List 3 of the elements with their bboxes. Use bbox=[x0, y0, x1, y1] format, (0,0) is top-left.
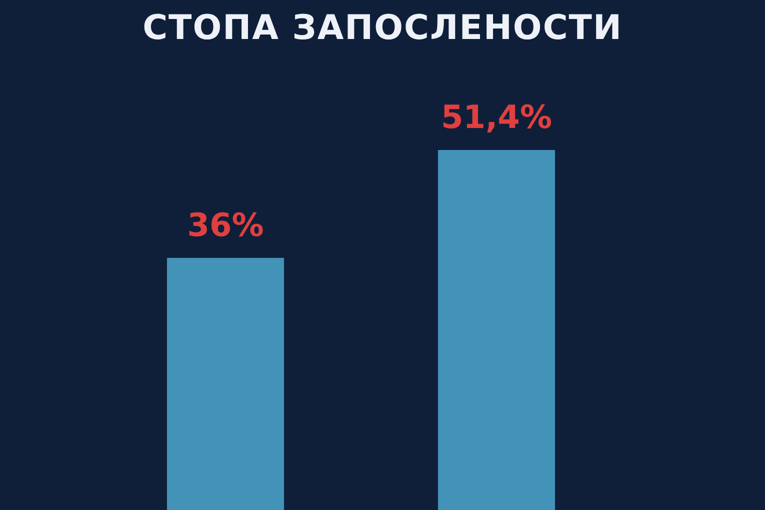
data-label: 36% bbox=[187, 206, 264, 244]
data-label: 51,4% bbox=[440, 98, 552, 136]
chart-title: СТОПА ЗАПОСЛЕНОСТИ bbox=[142, 8, 624, 48]
